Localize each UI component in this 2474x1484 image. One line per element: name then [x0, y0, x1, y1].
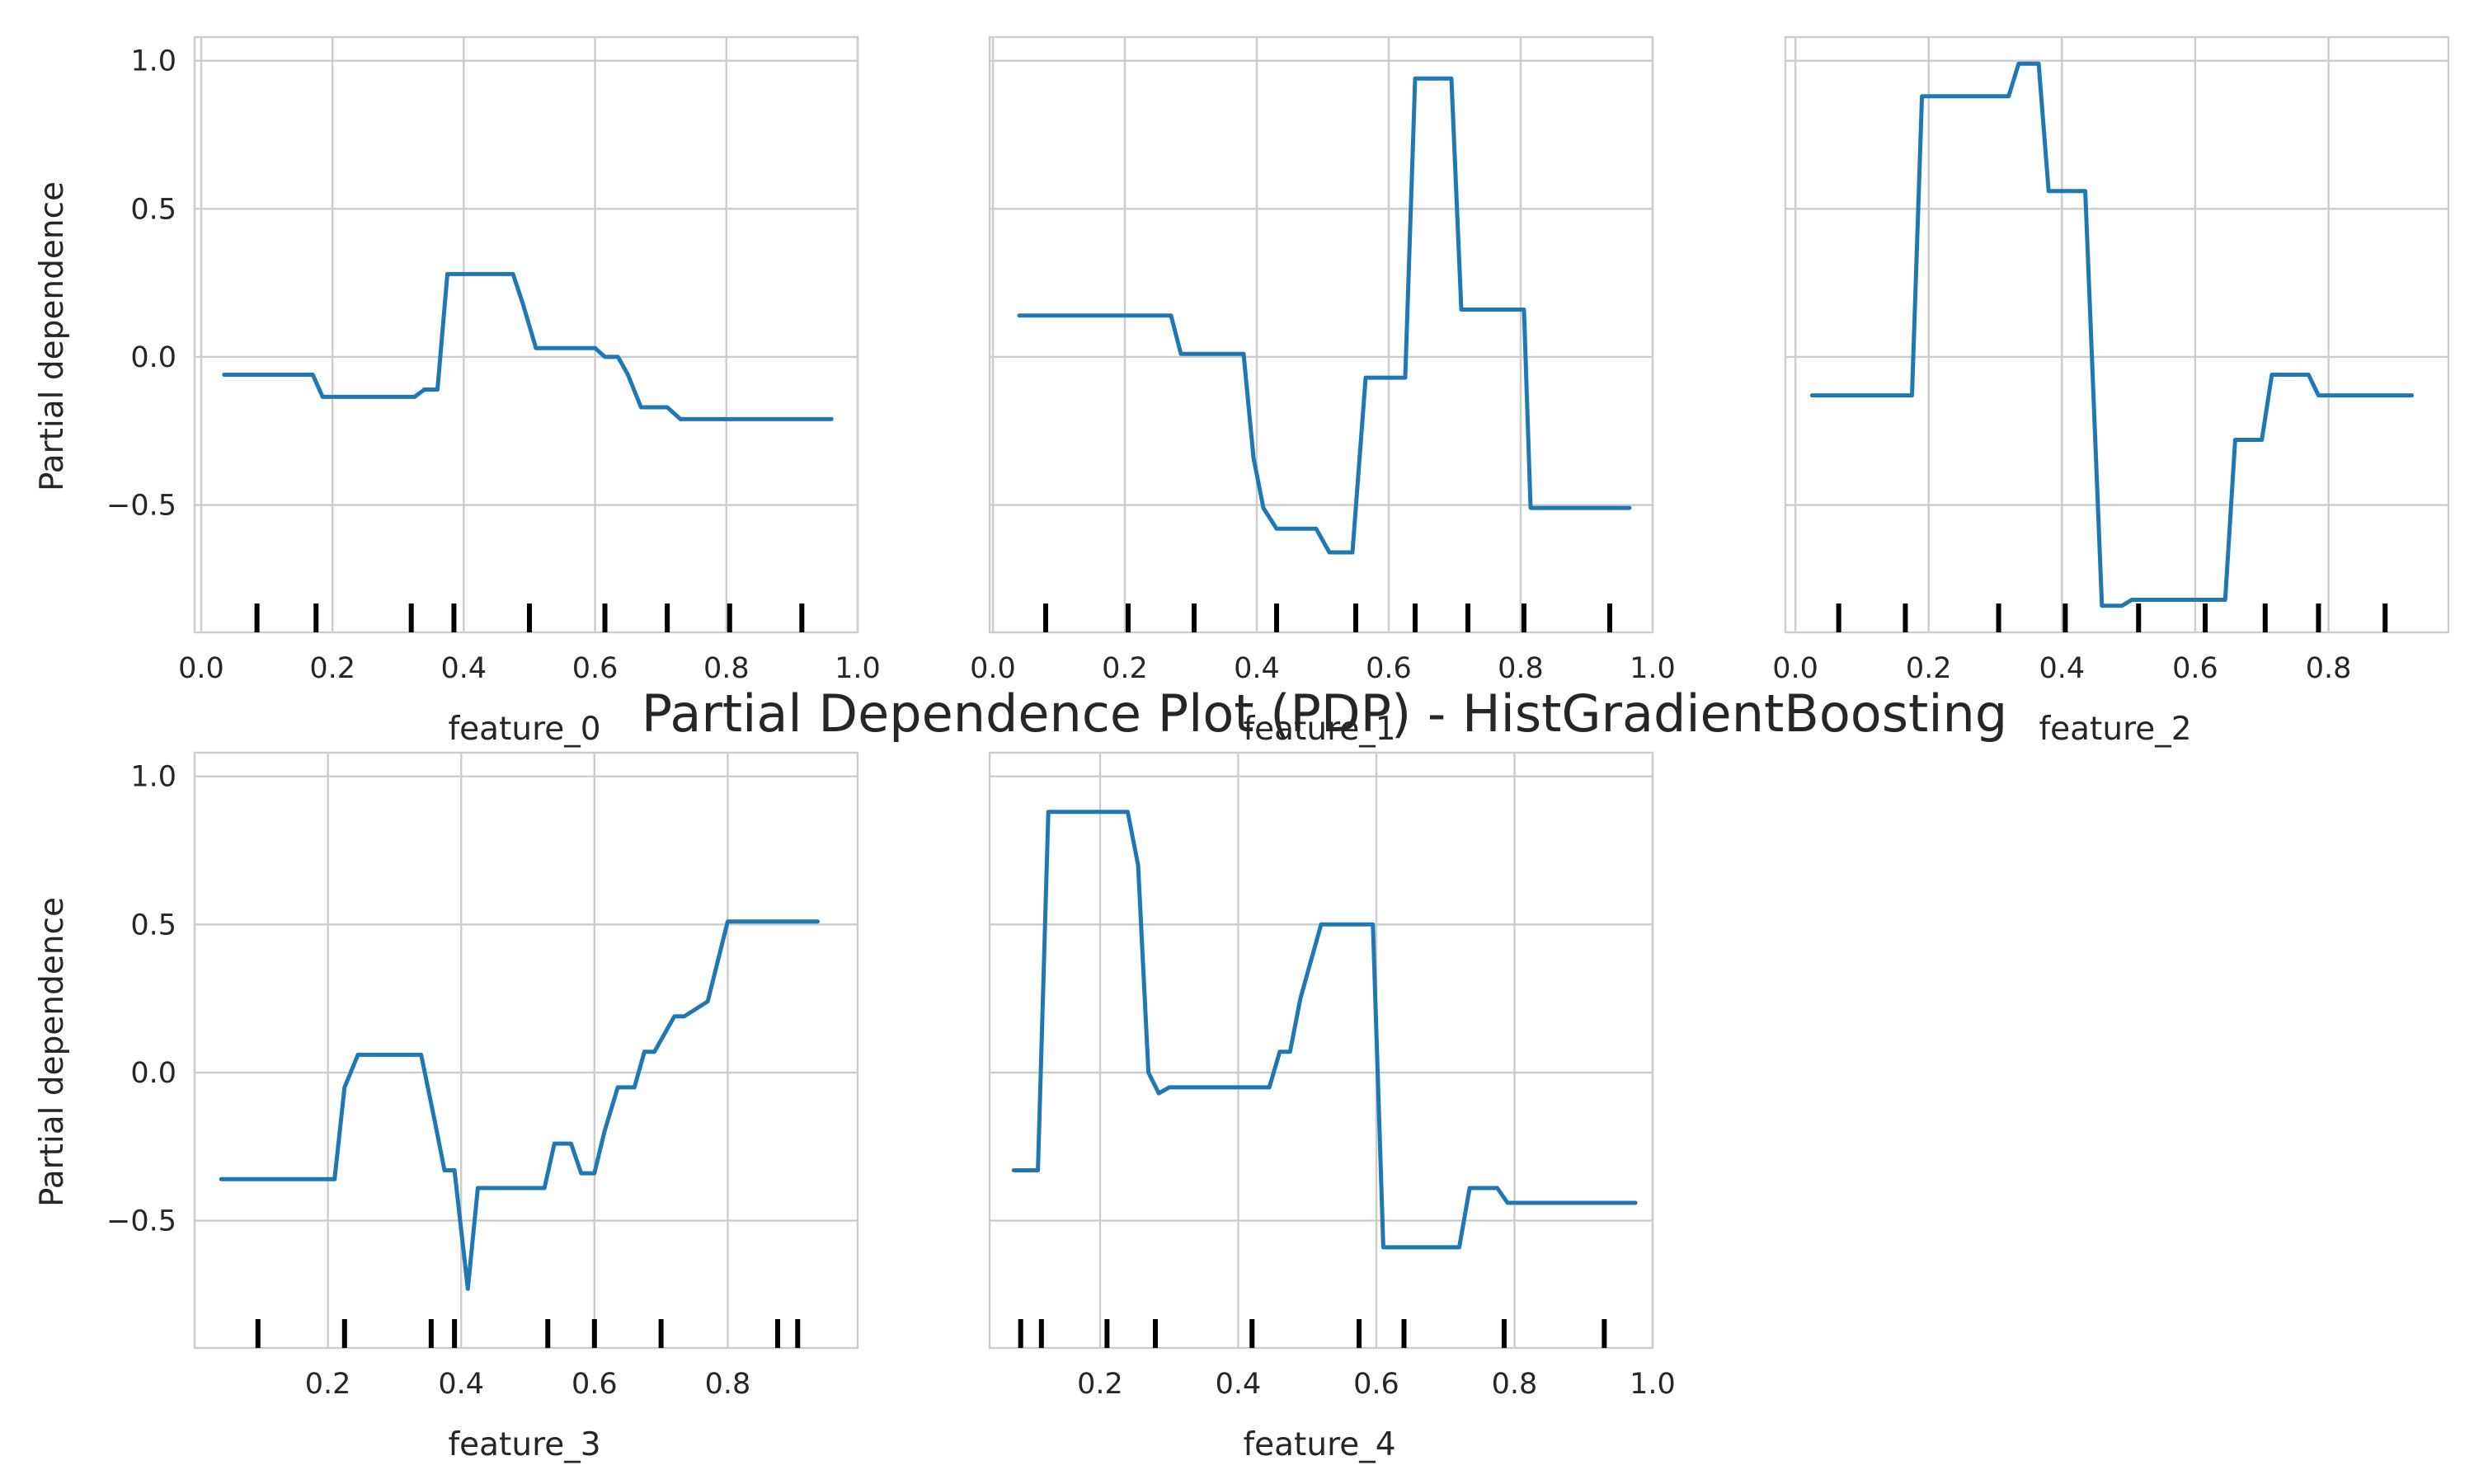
y-tick-label: −0.5 [106, 1205, 176, 1238]
x-tick-label: 0.0 [970, 652, 1016, 685]
x-tick-label: 0.4 [2039, 652, 2086, 685]
x-tick-label: 1.0 [1630, 652, 1676, 685]
y-axis-label: Partial dependence [34, 181, 71, 491]
axes-frame [988, 751, 1654, 1350]
x-axis-label: feature_3 [448, 1426, 600, 1463]
x-axis-label: feature_2 [2039, 711, 2191, 748]
y-tick-label: 0.5 [130, 193, 176, 226]
x-tick-label: 0.0 [178, 652, 224, 685]
subplot-feature_4: 0.2 0.4 0.6 0.8 1.0 feature_4 [988, 751, 1676, 1463]
x-axis-label: feature_0 [448, 711, 600, 748]
plot-area [990, 37, 1653, 632]
x-tick-label: 0.8 [705, 1368, 751, 1401]
x-tick-label: 0.8 [1498, 652, 1544, 685]
y-tick-label: 0.0 [130, 1057, 176, 1090]
x-tick-label: 0.8 [1492, 1368, 1538, 1401]
x-tick-label: 0.6 [1353, 1368, 1399, 1401]
axes-frame [988, 35, 1654, 634]
x-tick-label: 0.8 [703, 652, 750, 685]
x-tick-label: 0.6 [2172, 652, 2218, 685]
x-tick-label: 0.2 [305, 1368, 351, 1401]
partial-dependence-line [1011, 810, 1638, 1250]
plot-area [195, 753, 858, 1348]
y-tick-label: −0.5 [106, 490, 176, 523]
subplot-feature_2: 0.0 0.2 0.4 0.6 0.8 feature_2 [1772, 35, 2450, 748]
x-tick-label: 0.2 [1102, 652, 1148, 685]
subplots-container: 0.0 0.2 0.4 0.6 0.8 1.0 1.0 0.5 0.0 −0.5 feature_0… [34, 35, 2450, 1463]
x-tick-label: 0.4 [1216, 1368, 1262, 1401]
partial-dependence-line [1017, 76, 1632, 555]
axes-frame [193, 751, 859, 1350]
y-axis-label: Partial dependence [34, 897, 71, 1207]
plot-area [195, 37, 858, 632]
x-tick-label: 0.4 [438, 1368, 484, 1401]
y-tick-label: 1.0 [130, 761, 176, 794]
subplot-feature_0: 0.0 0.2 0.4 0.6 0.8 1.0 1.0 0.5 0.0 −0.5 feature_0… [34, 35, 881, 748]
x-tick-label: 0.6 [572, 652, 618, 685]
x-tick-label: 0.2 [309, 652, 355, 685]
axes-frame [1784, 35, 2450, 634]
partial-dependence-line [1809, 61, 2415, 608]
x-tick-label: 0.4 [441, 652, 487, 685]
figure-title: Partial Dependence Plot (PDP) - HistGrad… [642, 683, 2007, 744]
x-tick-label: 0.2 [1906, 652, 1952, 685]
x-tick-label: 0.6 [1366, 652, 1412, 685]
y-tick-label: 0.5 [130, 909, 176, 942]
axes-frame [193, 35, 859, 634]
y-tick-label: 1.0 [130, 45, 176, 78]
subplot-feature_1: 0.0 0.2 0.4 0.6 0.8 1.0 feature_1 [970, 35, 1676, 748]
subplot-feature_3: 0.2 0.4 0.6 0.8 1.0 0.5 0.0 −0.5 feature_3 Partia… [34, 751, 859, 1463]
y-tick-label: 0.0 [130, 341, 176, 374]
x-axis-label: feature_4 [1243, 1426, 1395, 1463]
x-tick-label: 0.6 [571, 1368, 618, 1401]
plot-area [1785, 37, 2448, 632]
x-axis-label: feature_1 [1243, 711, 1395, 748]
x-tick-label: 1.0 [835, 652, 881, 685]
x-tick-label: 0.2 [1077, 1368, 1123, 1401]
x-tick-label: 0.0 [1772, 652, 1818, 685]
x-tick-label: 1.0 [1630, 1368, 1676, 1401]
partial-dependence-line [222, 271, 834, 421]
x-tick-label: 0.8 [2306, 652, 2352, 685]
x-tick-label: 0.4 [1234, 652, 1280, 685]
plot-area [990, 753, 1653, 1348]
